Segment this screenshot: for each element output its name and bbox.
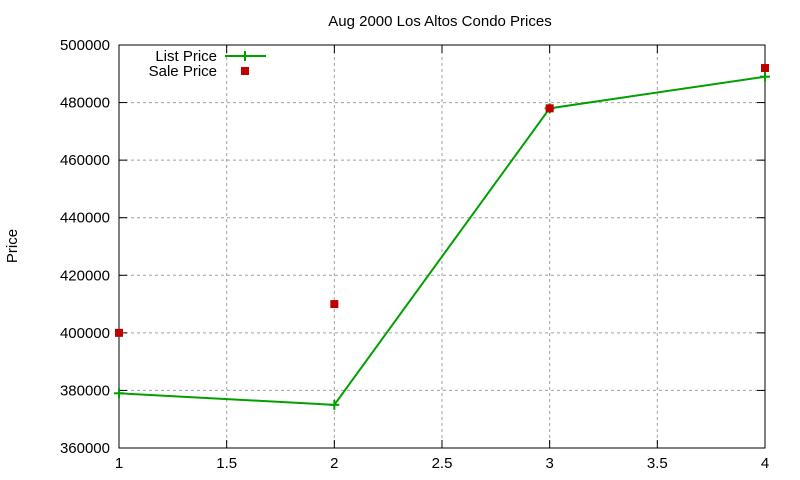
x-axis-ticks: 1 1.5 2 2.5 3 3.5 4 — [115, 45, 769, 472]
list-price-line — [118, 75, 766, 406]
x-tick-label: 2.5 — [432, 455, 453, 472]
y-axis-ticks: 360000 380000 400000 420000 440000 460000 4800… — [60, 37, 765, 457]
x-tick-label: 1 — [115, 455, 123, 472]
legend-label-list-price: List Price — [155, 48, 217, 65]
chart-title: Aug 2000 Los Altos Condo Prices — [328, 13, 551, 30]
x-tick-label: 2 — [330, 455, 338, 472]
y-axis-label: Price — [4, 229, 21, 263]
y-tick-label: 400000 — [60, 325, 110, 342]
y-tick-label: 500000 — [60, 37, 110, 54]
y-tick-label: 440000 — [60, 210, 110, 227]
y-tick-label: 460000 — [60, 152, 110, 169]
x-tick-label: 1.5 — [216, 455, 237, 472]
sale-price-point — [761, 64, 769, 73]
legend-label-sale-price: Sale Price — [149, 63, 217, 80]
x-tick-label: 3 — [545, 455, 553, 472]
grid-lines — [119, 45, 765, 448]
plot-series — [114, 64, 770, 410]
plot-border — [118, 44, 766, 449]
y-tick-label: 480000 — [60, 95, 110, 112]
x-tick-label: 3.5 — [647, 455, 668, 472]
sale-price-point — [545, 104, 554, 113]
legend-square-icon — [241, 67, 249, 75]
y-tick-label: 420000 — [60, 267, 110, 284]
x-tick-label: 4 — [761, 455, 769, 472]
legend: List Price Sale Price — [149, 48, 266, 80]
y-tick-label: 360000 — [60, 440, 110, 457]
sale-price-point — [330, 300, 339, 309]
sale-price-point — [115, 328, 123, 337]
y-tick-label: 380000 — [60, 382, 110, 399]
